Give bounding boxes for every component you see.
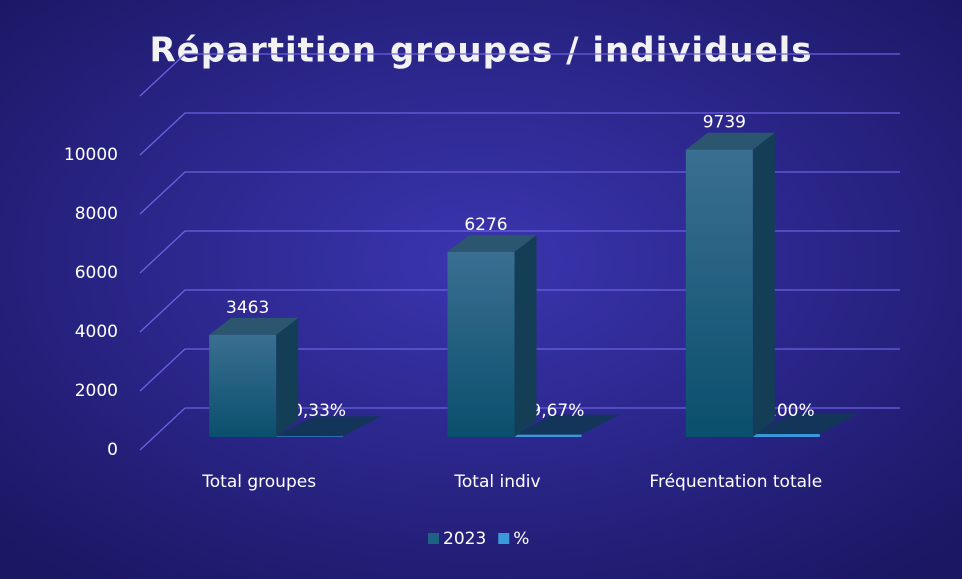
data-label: 9739 — [703, 113, 746, 133]
bar — [209, 317, 299, 335]
data-label: 3463 — [226, 298, 269, 318]
bar — [447, 251, 515, 437]
data-label: 100% — [766, 401, 815, 421]
bar — [752, 434, 820, 437]
grid-line — [139, 289, 900, 333]
bar — [276, 416, 382, 437]
bar — [685, 149, 753, 437]
x-tick-label: Total indiv — [453, 472, 540, 492]
bar — [514, 414, 620, 435]
bar — [447, 234, 537, 252]
bar — [209, 334, 277, 437]
bar — [685, 132, 775, 150]
legend-label: % — [513, 529, 529, 549]
bar — [276, 317, 299, 437]
x-tick-label: Fréquentation totale — [649, 472, 822, 492]
bar — [514, 434, 582, 437]
legend-swatch — [428, 533, 439, 544]
y-tick-label: 2000 — [75, 381, 118, 401]
y-tick-label: 0 — [107, 440, 118, 460]
bar — [276, 436, 344, 437]
bar — [752, 132, 775, 437]
x-tick-label: Total groupes — [201, 472, 316, 492]
grid-line — [139, 171, 900, 215]
chart-title: Répartition groupes / individuels — [149, 31, 812, 71]
grid-line — [139, 112, 900, 156]
y-tick-label: 8000 — [75, 204, 118, 224]
y-tick-label: 10000 — [64, 145, 118, 165]
grid-line — [139, 348, 900, 392]
grid-line — [139, 53, 900, 97]
legend-label: 2023 — [443, 529, 486, 549]
data-label: 6276 — [464, 215, 507, 235]
bar — [752, 414, 858, 435]
legend-swatch — [498, 533, 510, 544]
grid-line — [139, 407, 900, 451]
bar — [514, 234, 537, 437]
y-tick-label: 6000 — [75, 263, 118, 283]
grid-line — [139, 230, 900, 274]
y-tick-label: 4000 — [75, 322, 118, 342]
